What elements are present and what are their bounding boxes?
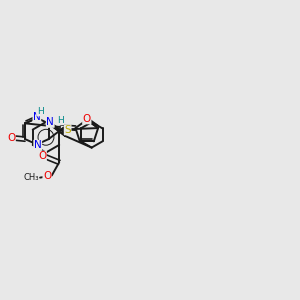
Text: O: O [43, 171, 51, 181]
Text: N: N [34, 140, 42, 150]
Text: H: H [57, 116, 64, 125]
Text: N: N [33, 112, 41, 122]
Text: N: N [46, 117, 54, 127]
Text: O: O [7, 133, 15, 143]
Text: H: H [37, 107, 44, 116]
Text: S: S [64, 125, 71, 135]
Text: O: O [83, 114, 91, 124]
Text: O: O [38, 151, 46, 161]
Text: CH₃: CH₃ [23, 173, 39, 182]
